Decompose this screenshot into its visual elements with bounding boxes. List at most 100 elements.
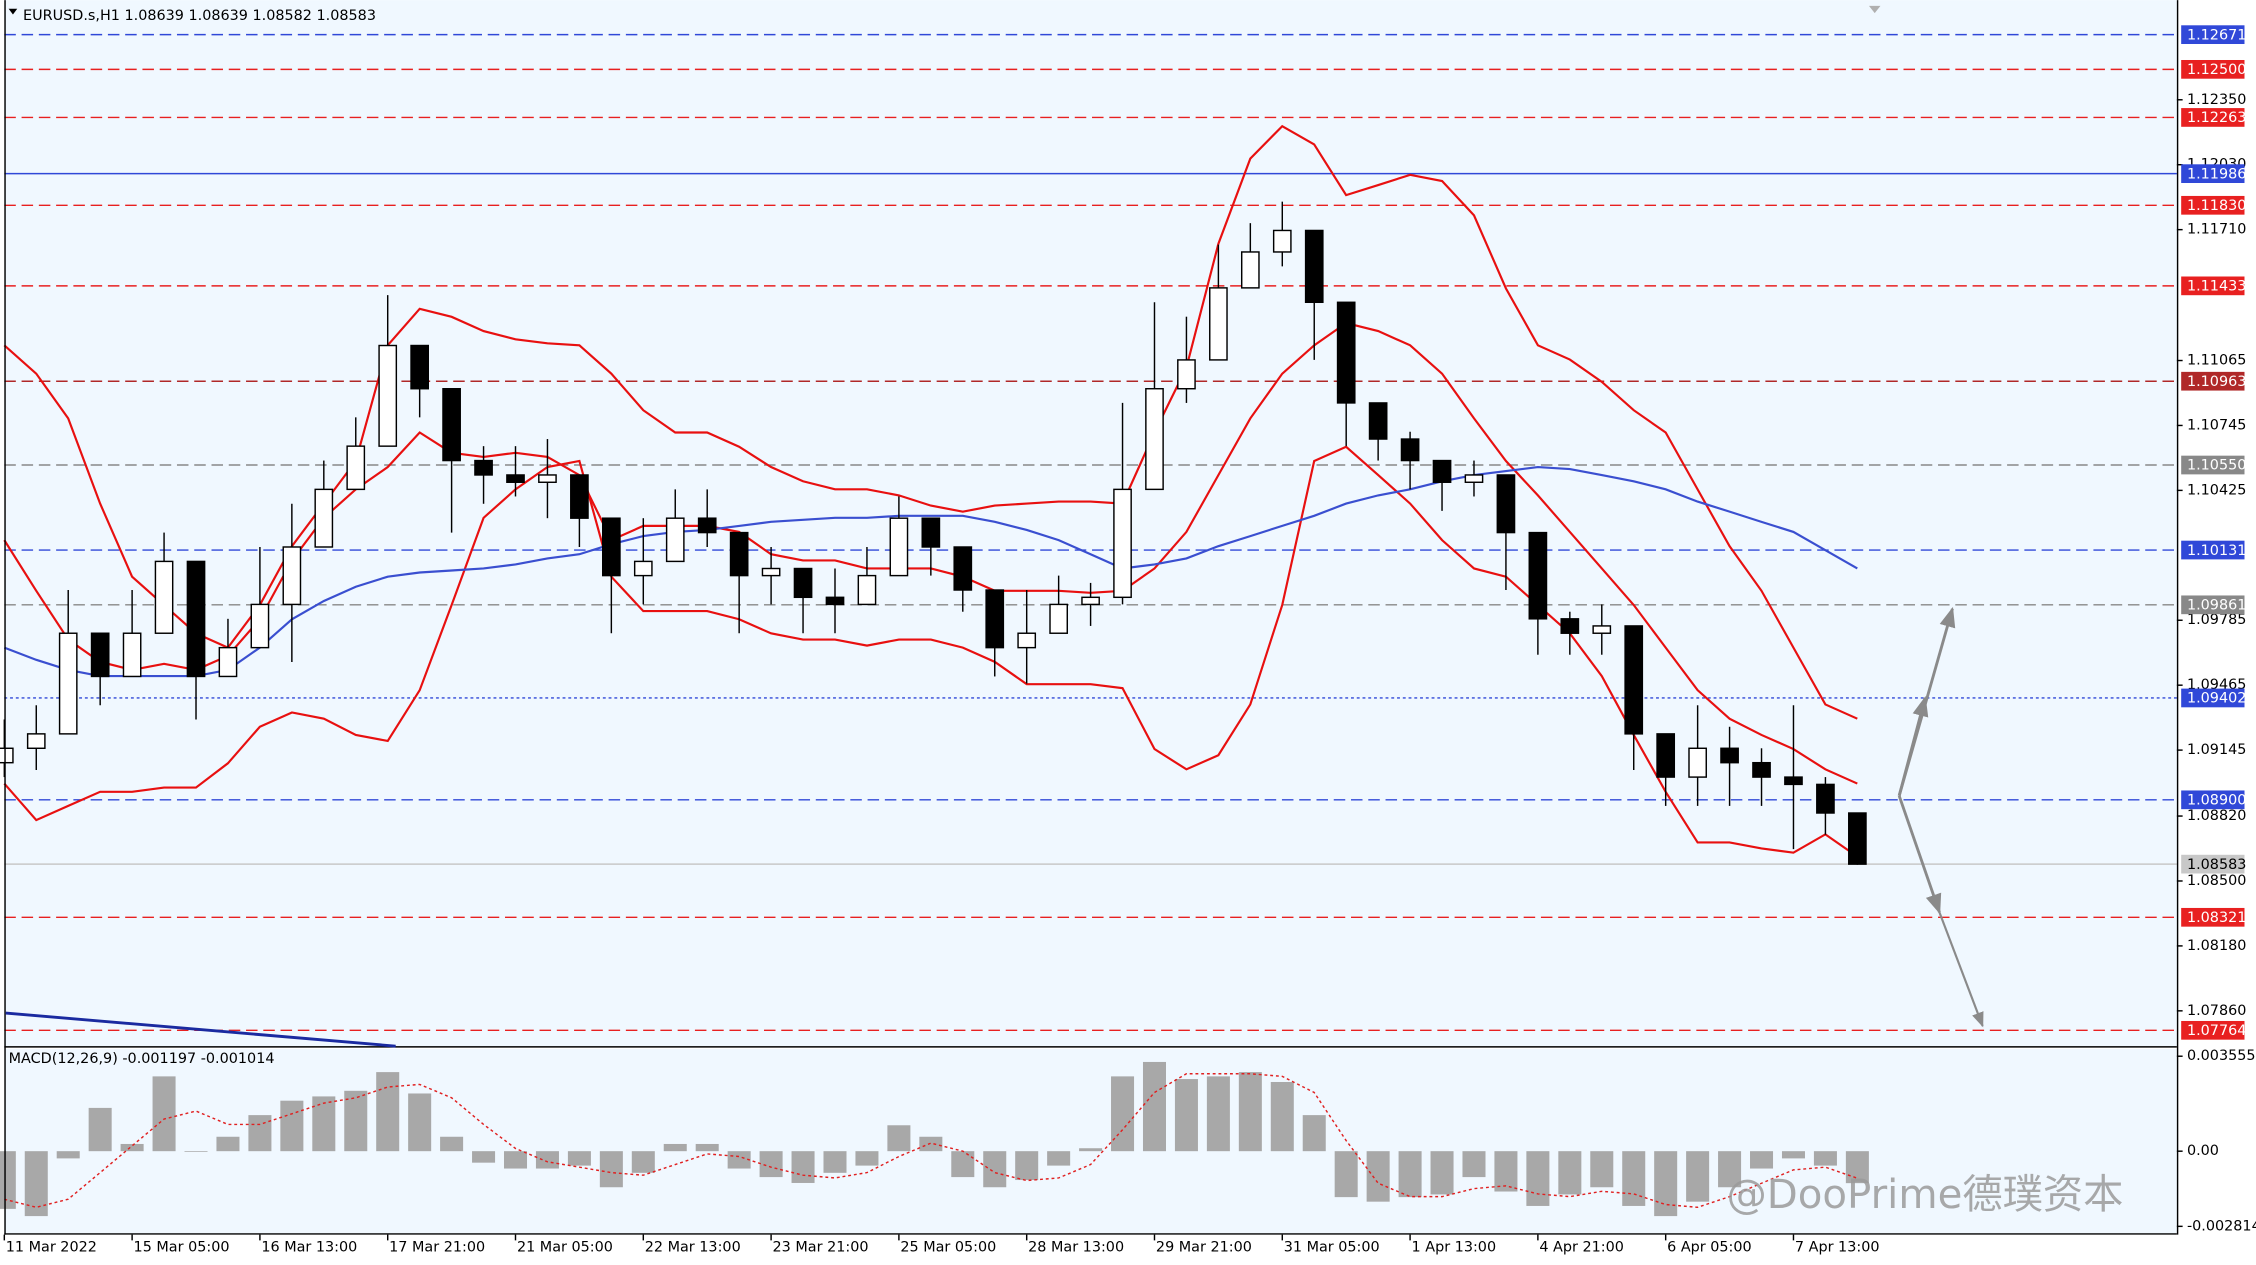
y-tick-label: 1.08500 (2187, 873, 2246, 889)
macd-bar (599, 1151, 623, 1188)
level-label-box (2181, 59, 2245, 79)
scroll-marker (1868, 5, 1881, 14)
level-label: 1.08321 (2187, 910, 2246, 926)
candle-body (697, 517, 717, 534)
y-tick-label: 1.09785 (2187, 612, 2246, 628)
candle-body (921, 517, 941, 548)
candle-body (154, 560, 174, 634)
x-tick-label: 1 Apr 13:00 (1412, 1240, 1497, 1256)
level-label: 1.08583 (2187, 857, 2246, 873)
x-tick-label: 28 Mar 13:00 (1028, 1240, 1124, 1256)
level-label-box (2181, 164, 2245, 183)
macd-bar (88, 1107, 112, 1152)
trend-line (5, 1011, 396, 1048)
macd-bar (312, 1096, 336, 1152)
y-tick-label: 1.11710 (2187, 222, 2246, 238)
macd-bar (184, 1151, 208, 1152)
candle-body (282, 546, 302, 606)
x-tick-label: 4 Apr 21:00 (1539, 1240, 1624, 1256)
candle-body (1081, 596, 1100, 606)
macd-bar (280, 1100, 304, 1152)
level-label: 1.11433 (2187, 279, 2246, 295)
macd-bar (440, 1136, 464, 1152)
level-label: 1.08900 (2187, 793, 2246, 809)
x-tick-label: 25 Mar 05:00 (900, 1240, 996, 1256)
candle-body (602, 517, 621, 577)
candle-body (761, 567, 781, 577)
y-tick-label: -0.002814 (2187, 1218, 2256, 1234)
level-label-box (2181, 455, 2245, 475)
menu-triangle (8, 8, 18, 15)
x-tick-label: 7 Apr 13:00 (1795, 1240, 1880, 1256)
candle-body (1113, 488, 1132, 599)
macd-bar (1366, 1151, 1390, 1202)
candle-body (729, 531, 749, 577)
macd-bar (1174, 1079, 1198, 1152)
macd-bar (1558, 1151, 1582, 1195)
symbol-header: EURUSD.s,H1 1.08639 1.08639 1.08582 1.08… (23, 8, 376, 24)
macd-bar (1494, 1151, 1518, 1192)
x-tick-label: 6 Apr 05:00 (1667, 1240, 1752, 1256)
candle-body (186, 560, 206, 678)
y-tick-label: 1.07860 (2187, 1003, 2246, 1019)
indicator-line (3, 124, 1858, 720)
macd-bar (1781, 1151, 1805, 1159)
candle-body (218, 646, 238, 678)
level-label-box (2181, 276, 2245, 296)
candle-body (1272, 229, 1292, 253)
candle-body (985, 589, 1005, 649)
level-label: 1.10550 (2187, 458, 2246, 474)
y-tick-label: 0.00 (2187, 1143, 2219, 1159)
macd-bar (344, 1090, 368, 1152)
macd-bar (120, 1143, 144, 1152)
candle-body (1017, 632, 1037, 649)
candle-body (633, 560, 653, 577)
x-tick-label: 11 Mar 2022 (6, 1240, 97, 1256)
macd-bar (248, 1115, 272, 1152)
candle-body (0, 747, 14, 764)
candle-body (250, 603, 270, 649)
candle-body (538, 474, 557, 483)
level-label-box (2181, 540, 2245, 560)
candle-body (1432, 459, 1452, 483)
candle-body (442, 388, 461, 462)
candle-body (90, 632, 110, 678)
macd-bar (24, 1151, 48, 1217)
macd-bar (727, 1151, 751, 1169)
x-tick-label: 17 Mar 21:00 (389, 1240, 485, 1256)
macd-bar (1430, 1151, 1454, 1195)
macd-bar (663, 1143, 687, 1152)
y-tick-label: 0.003555 (2187, 1048, 2256, 1064)
y-tick-label: 1.10745 (2187, 417, 2246, 433)
candle-body (665, 517, 685, 563)
macd-bar (503, 1151, 528, 1169)
macd-bar (823, 1151, 847, 1173)
macd-bar (983, 1151, 1007, 1188)
macd-bar (1718, 1151, 1742, 1188)
candle-body (1592, 625, 1612, 634)
candle-body (793, 567, 813, 599)
candle-body (1784, 776, 1803, 786)
level-label-box (2181, 25, 2245, 45)
y-tick-label: 1.09145 (2187, 742, 2246, 758)
price-panel (4, 0, 2177, 1047)
macd-bar (1238, 1072, 1262, 1152)
macd-bar (1015, 1151, 1039, 1181)
candle-body (58, 632, 78, 735)
candle-body (1528, 531, 1548, 620)
candle-body (1624, 625, 1644, 735)
macd-bar (1206, 1076, 1230, 1152)
candle-body (889, 517, 909, 577)
candle-body (314, 488, 334, 548)
macd-bar (1590, 1151, 1614, 1188)
macd-bar (1111, 1076, 1135, 1152)
x-tick-label: 23 Mar 21:00 (773, 1240, 869, 1256)
macd-bar (472, 1151, 496, 1163)
level-label: 1.12263 (2187, 110, 2246, 126)
candle-body (410, 344, 430, 390)
macd-bar (695, 1143, 719, 1152)
x-tick-label: 29 Mar 21:00 (1156, 1240, 1252, 1256)
candle-body (1304, 229, 1324, 304)
